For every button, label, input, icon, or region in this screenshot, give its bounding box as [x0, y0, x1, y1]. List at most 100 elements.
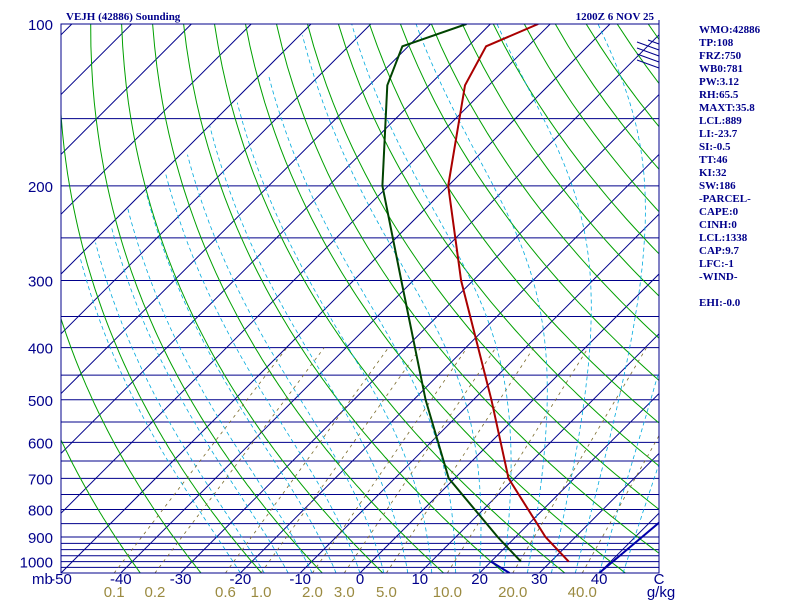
temperature-tick-label: 30	[531, 571, 548, 588]
index-item: LI:-23.7	[699, 128, 738, 140]
mixing-ratio-line	[343, 347, 497, 573]
dry-adiabat-line	[430, 24, 659, 339]
mixing-ratio-line	[581, 434, 659, 573]
dry-adiabat-line	[183, 24, 505, 573]
isotherm-line	[180, 93, 659, 573]
barb-flag	[636, 47, 660, 57]
hodograph-line	[598, 521, 659, 573]
dry-adiabat-line	[245, 24, 626, 573]
pressure-tick-label: 300	[28, 274, 53, 291]
index-item: CAPE:0	[699, 206, 739, 218]
plot-frame	[60, 23, 660, 574]
sounding-datetime: 1200Z 6 NOV 25	[576, 11, 655, 23]
dry-adiabat-line	[461, 24, 659, 297]
wind-barb-icon	[636, 20, 660, 69]
barb-flag	[636, 41, 660, 51]
isotherm-line	[61, 24, 491, 455]
dewpoint-profile-line	[381, 24, 522, 563]
pressure-tick-label: 1000	[20, 555, 53, 572]
isotherm-line	[61, 24, 431, 395]
dry-adiabat-line	[121, 24, 384, 573]
mixing-ratio-line	[154, 347, 325, 573]
temperature-tick-label: 10	[411, 571, 428, 588]
isotherm-line	[539, 452, 659, 573]
moist-adiabat-line	[95, 242, 265, 573]
moist-adiabat-line	[268, 75, 457, 573]
barb-flag	[636, 53, 660, 63]
mixing-ratio-line	[225, 347, 389, 573]
chart-grid	[61, 24, 659, 573]
mixing-ratio-label: 1.0	[251, 584, 272, 600]
isotherm-line	[61, 24, 132, 96]
temperature-tick-label: 40	[591, 571, 608, 588]
surface-tick-line	[490, 560, 511, 573]
isotherm-line	[61, 24, 551, 514]
index-item	[699, 284, 760, 297]
dry-adiabat-line	[276, 24, 659, 554]
mixing-ratio-label: 10.0	[433, 584, 462, 600]
index-item: PW:3.12	[699, 76, 740, 88]
index-item: MAXT:35.8	[699, 102, 755, 114]
pressure-tick-label: 100	[28, 17, 53, 34]
mixing-ratio-unit-label: g/kg	[647, 584, 675, 600]
temperature-tick-label: -30	[170, 571, 192, 588]
moist-adiabat-line	[127, 208, 313, 573]
isotherm-line	[61, 24, 312, 275]
moist-adiabat-line	[187, 154, 385, 573]
pressure-tick-label: 200	[28, 179, 53, 196]
index-item: EHI:-0.0	[699, 297, 741, 309]
mixing-ratio-label: 40.0	[568, 584, 597, 600]
mixing-ratio-line	[512, 347, 647, 573]
moist-adiabat-line	[145, 191, 337, 573]
pressure-tick-label: 700	[28, 471, 53, 488]
dry-adiabat-line	[61, 106, 262, 573]
isotherm-line	[240, 153, 659, 573]
index-item: KI:32	[699, 167, 727, 179]
moist-adiabat-line	[165, 173, 361, 573]
dry-adiabat-line	[554, 24, 659, 171]
index-item: FRZ:750	[699, 50, 742, 62]
station-title: VEJH (42886) Sounding	[66, 11, 181, 23]
barb-flag	[636, 59, 660, 69]
dry-adiabat-line	[492, 24, 659, 255]
index-item: TP:108	[699, 37, 734, 49]
pressure-tick-label: 900	[28, 530, 53, 547]
index-item: -WIND-	[699, 271, 738, 283]
moist-adiabat-line	[598, 369, 659, 573]
isotherm-line	[61, 24, 252, 215]
temperature-tick-label: C	[654, 571, 665, 588]
isotherm-line	[61, 24, 611, 573]
mixing-ratio-line	[386, 347, 534, 573]
temperature-tick-label: 20	[471, 571, 488, 588]
index-item: LCL:1338	[699, 232, 748, 244]
index-item: LCL:889	[699, 115, 742, 127]
pressure-unit-label: mb	[32, 571, 53, 588]
temperature-tick-label: -50	[50, 571, 72, 588]
dry-adiabat-line	[399, 24, 659, 382]
moist-adiabat-line	[415, 24, 548, 573]
pressure-tick-label: 500	[28, 393, 53, 410]
mixing-ratio-line	[113, 347, 288, 573]
mixing-ratio-line	[447, 347, 589, 573]
temperature-tick-label: -20	[230, 571, 252, 588]
isotherm-line	[479, 392, 659, 573]
dry-adiabat-line	[368, 24, 659, 424]
isotherm-line	[120, 34, 659, 573]
pressure-tick-label: 800	[28, 503, 53, 520]
moist-adiabat-line	[351, 24, 512, 573]
mixing-ratio-label: 0.6	[215, 584, 236, 600]
mixing-ratio-label: 2.0	[302, 584, 323, 600]
pressure-tick-label: 600	[28, 435, 53, 452]
dry-adiabat-line	[307, 24, 659, 510]
index-item: WB0:781	[699, 63, 743, 75]
dry-adiabat-line	[61, 438, 141, 573]
index-item: LFC:-1	[699, 258, 734, 270]
index-item: CAP:9.7	[699, 245, 740, 257]
moist-adiabat-line	[496, 24, 592, 573]
mixing-ratio-label: 20.0	[498, 584, 527, 600]
index-item: CINH:0	[699, 219, 737, 231]
index-item: WMO:42886	[699, 24, 761, 36]
dry-adiabat-line	[152, 24, 444, 573]
